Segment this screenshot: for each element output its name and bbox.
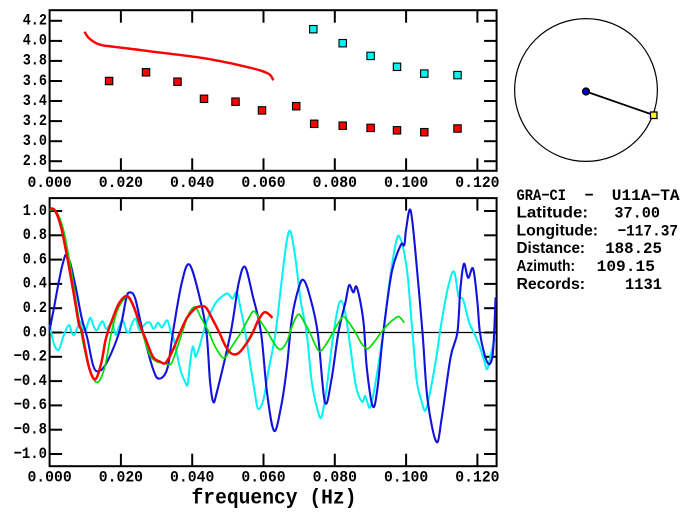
- svg-text:0.120: 0.120: [455, 174, 499, 192]
- svg-text:−0.2: −0.2: [14, 348, 48, 366]
- svg-text:0.060: 0.060: [241, 469, 285, 487]
- svg-text:0.080: 0.080: [313, 174, 357, 192]
- svg-text:3.0: 3.0: [23, 132, 47, 150]
- svg-text:U11A−TA: U11A−TA: [612, 187, 680, 205]
- svg-text:3.8: 3.8: [23, 52, 47, 70]
- svg-text:0.100: 0.100: [384, 469, 428, 487]
- svg-text:−0.4: −0.4: [14, 372, 48, 390]
- svg-text:Distance:: Distance:: [517, 240, 586, 257]
- svg-text:4.0: 4.0: [23, 32, 47, 50]
- svg-text:Latitude:: Latitude:: [517, 205, 589, 222]
- svg-text:0.0: 0.0: [23, 323, 47, 341]
- svg-text:0.080: 0.080: [313, 469, 357, 487]
- svg-text:109.15: 109.15: [597, 258, 655, 276]
- svg-text:−1.0: −1.0: [14, 445, 48, 463]
- svg-text:3.2: 3.2: [23, 112, 47, 130]
- svg-text:1131: 1131: [625, 276, 662, 294]
- svg-text:0.000: 0.000: [27, 174, 71, 192]
- svg-text:3.6: 3.6: [23, 72, 47, 90]
- svg-text:0.4: 0.4: [23, 275, 48, 293]
- svg-text:Longitude:: Longitude:: [517, 222, 599, 239]
- svg-text:Records:: Records:: [517, 276, 586, 293]
- svg-text:−: −: [584, 187, 593, 205]
- svg-text:−117.37: −117.37: [618, 222, 679, 240]
- svg-text:Azimuth:: Azimuth:: [517, 258, 576, 275]
- svg-text:188.25: 188.25: [605, 240, 662, 258]
- svg-text:0.2: 0.2: [23, 299, 47, 317]
- svg-text:frequency (Hz): frequency (Hz): [192, 488, 357, 511]
- svg-text:0.020: 0.020: [99, 469, 143, 487]
- svg-text:0.8: 0.8: [23, 226, 47, 244]
- svg-text:4.2: 4.2: [23, 12, 47, 30]
- svg-text:0.020: 0.020: [99, 174, 143, 192]
- svg-text:1.0: 1.0: [23, 202, 47, 220]
- svg-text:0.120: 0.120: [455, 469, 499, 487]
- svg-text:0.100: 0.100: [384, 174, 428, 192]
- svg-text:0.000: 0.000: [27, 469, 71, 487]
- svg-text:0.040: 0.040: [170, 469, 214, 487]
- svg-text:3.4: 3.4: [23, 92, 48, 110]
- svg-text:−0.8: −0.8: [14, 421, 48, 439]
- svg-text:0.040: 0.040: [170, 174, 214, 192]
- svg-text:−0.6: −0.6: [14, 396, 48, 414]
- svg-text:37.00: 37.00: [614, 205, 660, 223]
- svg-text:2.8: 2.8: [23, 152, 47, 170]
- svg-text:GRA−CI: GRA−CI: [517, 187, 567, 205]
- svg-text:0.060: 0.060: [241, 174, 285, 192]
- svg-text:0.6: 0.6: [23, 250, 47, 268]
